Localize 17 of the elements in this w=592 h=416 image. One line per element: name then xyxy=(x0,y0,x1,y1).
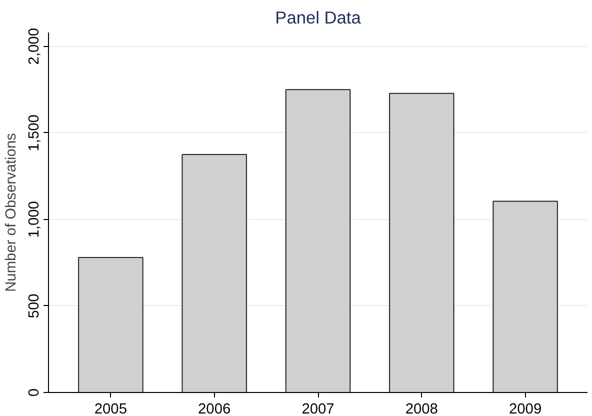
bar xyxy=(285,89,351,392)
x-tick-label: 2005 xyxy=(94,402,127,416)
y-tick-label: 2,000 xyxy=(26,28,42,65)
y-axis-title: Number of Observations xyxy=(4,133,20,292)
x-tick-label: 2006 xyxy=(198,402,231,416)
bar xyxy=(182,154,247,392)
bar xyxy=(492,200,558,392)
x-tick-label: 2007 xyxy=(302,402,334,416)
y-tick-label: 0 xyxy=(26,388,42,397)
y-tick-label: 500 xyxy=(26,294,42,318)
chart-title: Panel Data xyxy=(275,8,362,28)
y-tick-label: 1,500 xyxy=(26,114,42,152)
y-tick-label: 1,000 xyxy=(26,201,42,238)
bar xyxy=(78,257,144,392)
x-tick-label: 2009 xyxy=(509,402,542,416)
x-tick-label: 2008 xyxy=(405,402,438,416)
bar xyxy=(389,92,454,392)
